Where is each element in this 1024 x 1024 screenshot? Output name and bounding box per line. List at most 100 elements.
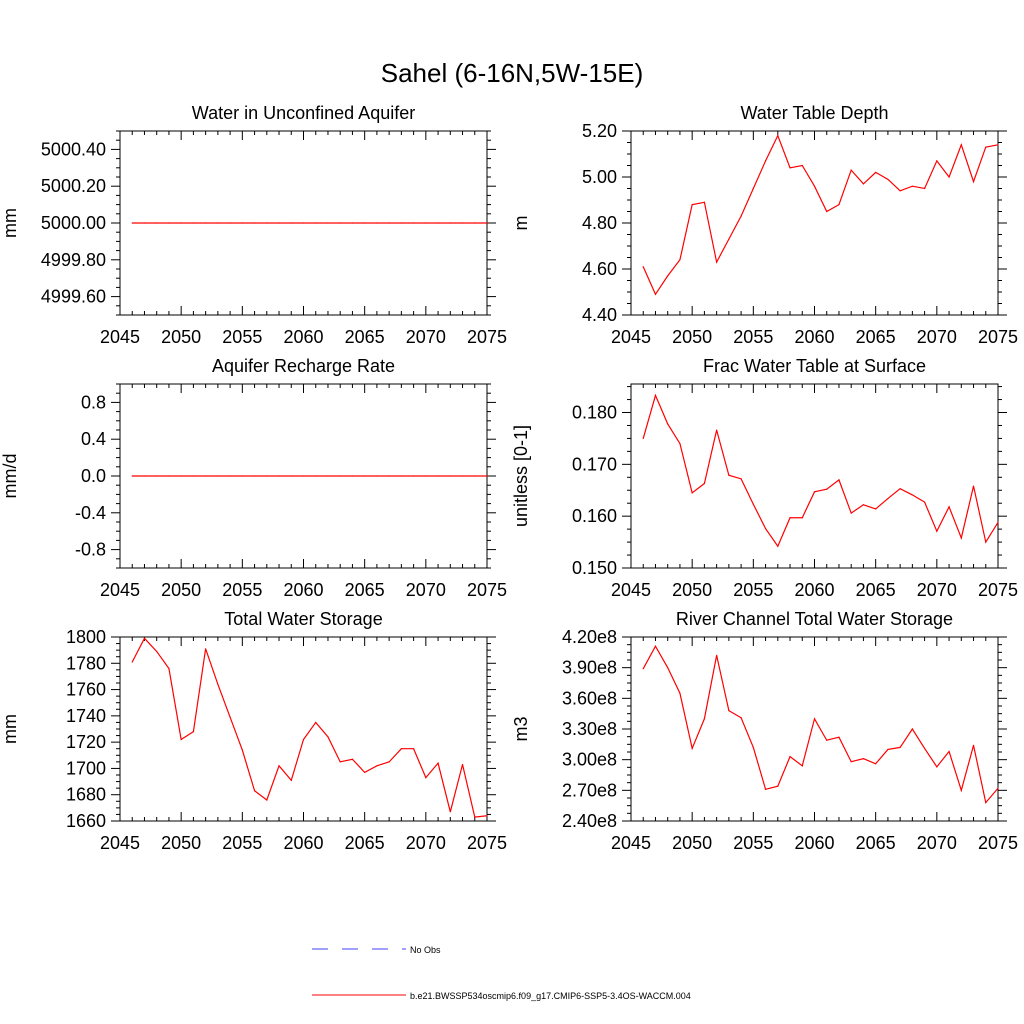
- y-tick-label: 4.20e8: [562, 627, 617, 647]
- y-tick-label: 2.70e8: [562, 780, 617, 800]
- data-point: [449, 811, 451, 813]
- y-tick-label: 1780: [66, 653, 106, 673]
- data-point: [290, 779, 292, 781]
- data-point: [875, 171, 877, 173]
- y-axis-label: mm/d: [0, 454, 20, 499]
- y-tick-label: 0.8: [81, 392, 106, 412]
- x-tick-label: 2055: [733, 327, 773, 347]
- x-tick-label: 2075: [467, 833, 507, 853]
- x-tick-label: 2060: [283, 580, 323, 600]
- data-point: [642, 266, 644, 268]
- data-point: [948, 750, 950, 753]
- data-point: [740, 717, 742, 719]
- data-point: [716, 261, 718, 263]
- data-point: [388, 761, 390, 763]
- data-point: [740, 215, 742, 217]
- x-tick-label: 2070: [917, 327, 957, 347]
- data-point: [192, 475, 194, 477]
- data-point: [777, 135, 779, 137]
- y-tick-label: 5.00: [582, 167, 617, 187]
- data-point: [156, 650, 158, 653]
- data-point: [985, 802, 987, 804]
- data-point: [241, 749, 243, 751]
- x-tick-label: 2060: [794, 580, 834, 600]
- y-axis-label: mm: [0, 208, 20, 238]
- data-point: [290, 475, 292, 477]
- data-point: [850, 512, 852, 514]
- data-point: [425, 222, 427, 224]
- data-point: [156, 222, 158, 224]
- data-point: [887, 497, 889, 500]
- chart-title: River Channel Total Water Storage: [676, 609, 953, 629]
- x-tick-label: 2050: [672, 580, 712, 600]
- data-point: [838, 736, 840, 738]
- y-tick-label: -0.8: [75, 540, 106, 560]
- data-point: [168, 475, 170, 477]
- data-point: [315, 721, 317, 724]
- chart-title: Frac Water Table at Surface: [703, 356, 926, 376]
- x-tick-label: 2070: [406, 327, 446, 347]
- data-point: [180, 222, 182, 224]
- y-tick-label: 1680: [66, 785, 106, 805]
- data-point: [654, 394, 657, 396]
- x-tick-label: 2060: [794, 327, 834, 347]
- data-point: [364, 222, 366, 224]
- data-point: [850, 761, 852, 763]
- y-tick-label: 1700: [66, 758, 106, 778]
- chart-title: Water in Unconfined Aquifer: [192, 103, 415, 123]
- y-tick-label: 1660: [66, 811, 106, 831]
- data-point: [486, 222, 488, 224]
- data-point: [936, 766, 938, 768]
- data-point: [192, 222, 194, 224]
- data-point: [936, 530, 938, 532]
- data-point: [486, 475, 488, 477]
- x-tick-label: 2065: [345, 833, 385, 853]
- data-point: [400, 475, 402, 477]
- data-point: [752, 746, 754, 749]
- series-line-1: [642, 134, 999, 296]
- series-line-1: [642, 393, 999, 548]
- x-tick-label: 2055: [733, 580, 773, 600]
- data-point: [716, 654, 718, 657]
- data-point: [413, 475, 415, 477]
- data-point: [972, 181, 975, 183]
- data-point: [461, 475, 464, 477]
- data-point: [425, 475, 427, 477]
- data-point: [862, 183, 865, 185]
- x-tick-label: 2055: [733, 833, 773, 853]
- data-point: [862, 758, 865, 760]
- data-point: [351, 222, 354, 224]
- y-tick-label: 1740: [66, 706, 106, 726]
- x-tick-label: 2065: [856, 833, 896, 853]
- data-point: [789, 517, 791, 519]
- figure-title: Sahel (6-16N,5W-15E): [381, 58, 644, 88]
- data-point: [667, 423, 669, 425]
- x-tick-label: 2070: [406, 833, 446, 853]
- data-point: [425, 777, 427, 779]
- y-tick-label: 0.160: [572, 506, 617, 526]
- y-tick-label: 3.00e8: [562, 750, 617, 770]
- x-tick-label: 2050: [161, 327, 201, 347]
- data-point: [972, 744, 975, 746]
- data-point: [936, 160, 938, 162]
- series-line-1: [131, 637, 488, 818]
- data-point: [217, 475, 219, 477]
- chart-panel-2: Water Table Depth m 2045 2050 2055 2060 2065 20…: [511, 103, 1018, 347]
- data-point: [862, 504, 865, 506]
- data-point: [143, 637, 146, 639]
- data-point: [801, 164, 803, 167]
- y-tick-label: 4999.80: [41, 250, 106, 270]
- x-tick-label: 2045: [100, 580, 140, 600]
- data-point: [838, 479, 840, 481]
- data-point: [679, 259, 681, 261]
- data-point: [789, 756, 791, 758]
- data-point: [315, 475, 317, 477]
- data-point: [168, 222, 170, 224]
- data-point: [997, 787, 999, 789]
- data-point: [205, 475, 207, 477]
- data-point: [948, 176, 950, 178]
- x-tick-label: 2045: [611, 327, 651, 347]
- data-point: [413, 748, 415, 750]
- chart-title: Water Table Depth: [740, 103, 888, 123]
